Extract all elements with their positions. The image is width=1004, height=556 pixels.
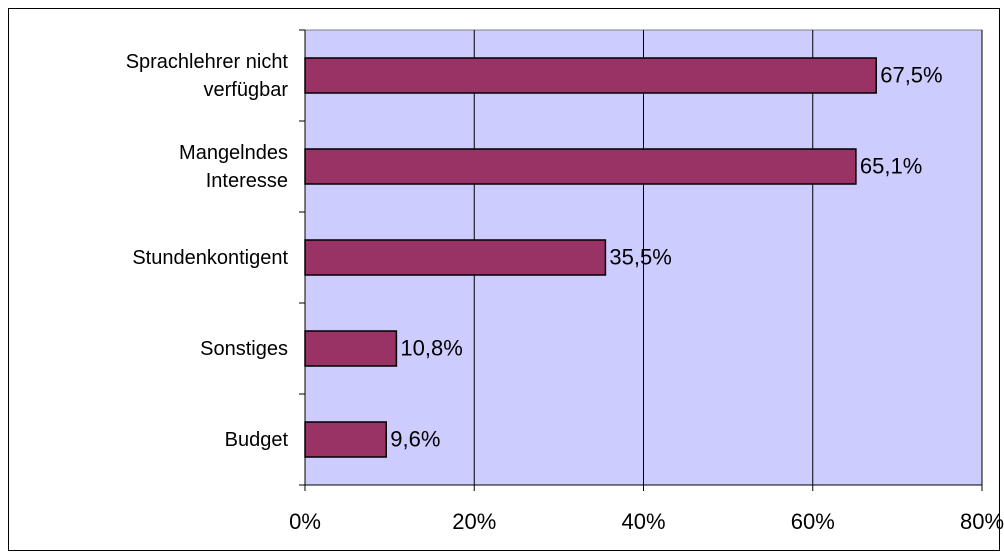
value-label: 10,8% (400, 335, 463, 361)
bar (304, 57, 877, 94)
x-tick-label: 0% (289, 509, 321, 534)
value-label: 67,5% (880, 62, 943, 88)
y-tick-label: Sonstiges (200, 337, 288, 360)
value-label: 65,1% (859, 153, 923, 179)
bar (304, 421, 387, 458)
x-tick-label: 80% (959, 509, 1004, 534)
x-tick-label: 40% (621, 509, 666, 534)
value-label: 35,5% (609, 244, 672, 270)
y-tick-label: Budget (224, 428, 288, 451)
value-label: 9,6% (390, 426, 441, 452)
y-tick-label: Stundenkontigent (132, 246, 288, 269)
x-tick-label: 60% (790, 509, 835, 534)
y-tick-label: Mangelndes Interesse (179, 141, 288, 192)
bar (304, 239, 607, 276)
bar (304, 330, 398, 367)
y-tick-label: Sprachlehrer nicht verfügbar (125, 50, 288, 101)
x-tick-label: 20% (452, 509, 497, 534)
bar (304, 148, 857, 185)
